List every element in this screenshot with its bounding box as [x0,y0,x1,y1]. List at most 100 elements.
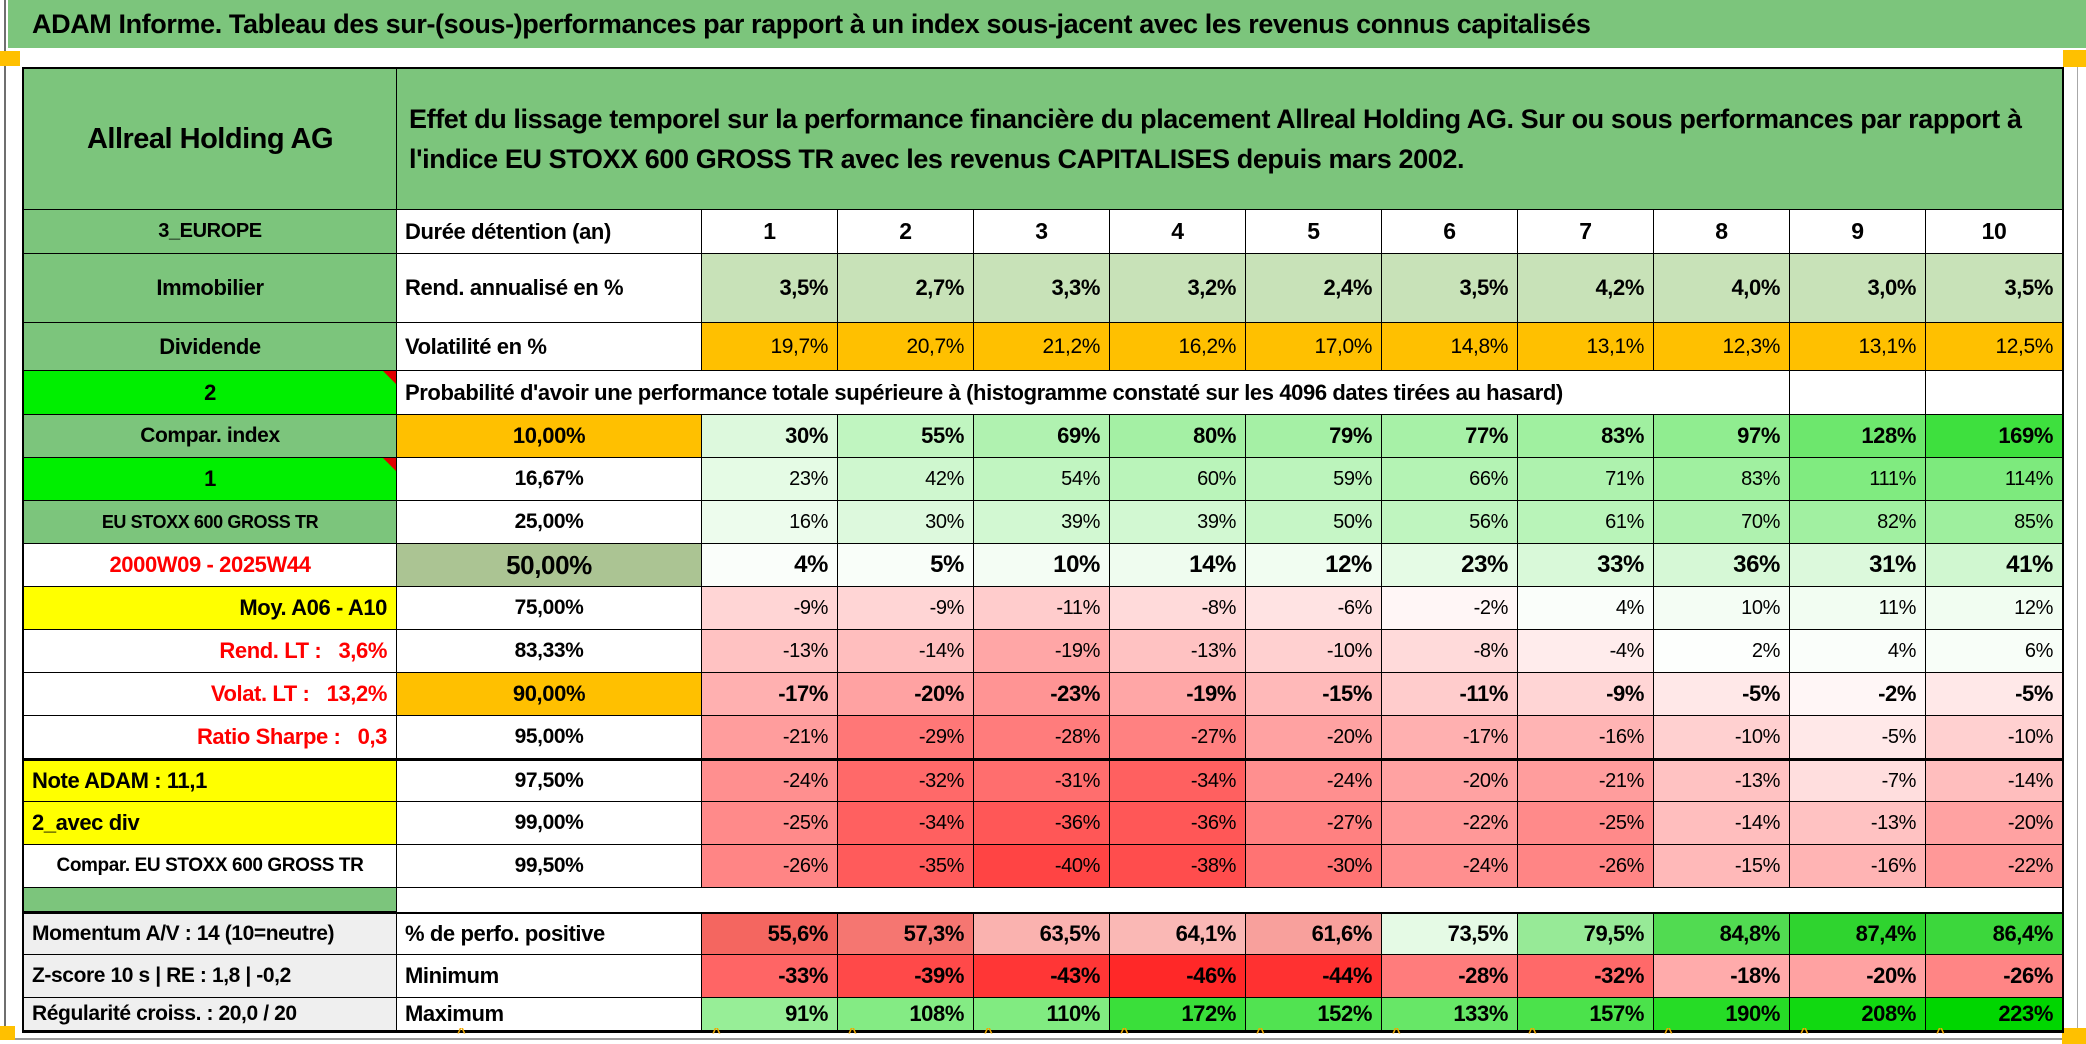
row-duree-detention-value-4: 4 [1110,210,1246,254]
row-prob-50-header-label: 50,00% [506,549,592,580]
row-prob-25-value-7: 61% [1518,501,1654,544]
row-rendement-annualise-value-2-label: 2,7% [915,275,964,300]
row-prob-83-value-3-label: -19% [1054,639,1100,662]
row-prob-25-label: EU STOXX 600 GROSS TR [24,501,397,544]
row-prob-75-value-5: -6% [1246,587,1382,630]
row-maximum-header-label: Maximum [405,1001,504,1026]
row-maximum-value-6-label: 133% [1453,1001,1508,1026]
row-prob-10-value-7: 83% [1518,415,1654,458]
row-perfo-positive-value-10-label: 86,4% [1992,921,2054,946]
row-prob-50-label-label: 2000W09 - 2025W44 [109,552,311,577]
row-perfo-positive-value-7: 79,5% [1518,914,1654,955]
row-prob-75-header-label: 75,00% [514,596,584,619]
row-prob-10-value-8-label: 97% [1737,423,1780,448]
row-rendement-annualise-value-5: 2,4% [1246,254,1382,323]
row-maximum-value-8: 190% [1654,998,1790,1031]
row-prob-50-value-5-label: 12% [1325,551,1372,578]
row-probabilite-header-label-label: 2 [204,379,216,405]
row-prob-10-value-4: 80% [1110,415,1246,458]
row-volatilite-label: Dividende [24,323,397,371]
hidden-row-mark: ^ [1528,1028,1537,1037]
row-maximum-value-6: 133% [1382,998,1518,1031]
row-prob-16-value-10-label: 114% [2004,467,2053,490]
row-prob-16-value-1: 23% [702,458,838,501]
row-prob-95-value-6-label: -17% [1462,725,1508,748]
row-prob-75-value-7: 4% [1518,587,1654,630]
comment-marker-icon [383,371,396,384]
row-prob-95-label: Ratio Sharpe : 0,3 [24,716,397,759]
row-volatilite-value-4-label: 16,2% [1178,334,1236,358]
row-prob-99-label: 2_avec div [24,802,397,845]
row-minimum-value-6-label: -28% [1458,963,1508,988]
hidden-row-mark: ^ [848,1028,857,1037]
row-prob-16-header: 16,67% [397,458,702,501]
row-minimum-header: Minimum [397,955,702,998]
row-prob-995-value-10-label: -22% [2007,854,2053,877]
row-perfo-positive-header-label: % de perfo. positive [405,921,605,946]
row-duree-detention-value-8-label: 8 [1715,218,1728,244]
row-perfo-positive-value-10: 86,4% [1926,914,2062,955]
row-prob-995-value-5: -30% [1246,845,1382,888]
row-perfo-positive-value-8: 84,8% [1654,914,1790,955]
row-prob-90-value-7: -9% [1518,673,1654,716]
row-prob-995-value-7: -26% [1518,845,1654,888]
row-prob-50: 2000W09 - 2025W44 50,00% 4% 5% 10% 14% 12% 23% 3… [24,544,2062,587]
row-volatilite: Dividende Volatilité en % 19,7% 20,7% 21,2% 1… [24,323,2062,371]
row-prob-10-value-2: 55% [838,415,974,458]
overflow-row-marks: ^ ^ ^ ^ ^ ^ ^ ^ ^ ^ ^ [0,1028,2086,1042]
row-prob-75-value-4-label: -8% [1201,596,1237,619]
row-perfo-positive-value-1: 55,6% [702,914,838,955]
row-prob-95-value-9-label: -5% [1881,725,1917,748]
row-maximum-value-10: 223% [1926,998,2062,1031]
row-rendement-annualise-value-9-label: 3,0% [1867,275,1916,300]
row-duree-detention-value-7-label: 7 [1579,218,1592,244]
row-duree-detention-value-9: 9 [1790,210,1926,254]
window-frame-left [4,0,6,1040]
row-prob-99: 2_avec div 99,00% -25% -34% -36% -36% -27% -22%… [24,802,2062,845]
row-duree-detention-value-3: 3 [974,210,1110,254]
hidden-row-mark: ^ [1936,1028,1945,1037]
row-prob-995-value-6-label: -24% [1462,854,1508,877]
row-minimum-label-label: Z-score 10 s | RE : 1,8 | -0,2 [32,964,291,987]
row-prob-50-value-4-label: 14% [1189,551,1236,578]
row-minimum-value-7-label: -32% [1594,963,1644,988]
row-prob-25-value-3-label: 39% [1061,510,1100,533]
row-prob-50-value-8: 36% [1654,544,1790,587]
row-duree-detention-value-1-label: 1 [763,218,776,244]
row-volatilite-label-label: Dividende [159,333,261,359]
row-prob-50-value-10-label: 41% [2006,551,2053,578]
row-prob-75-header: 75,00% [397,587,702,630]
row-prob-83-value-9: 4% [1790,630,1926,673]
row-prob-75-value-2-label: -9% [929,596,965,619]
row-prob-95-value-3-label: -28% [1054,725,1100,748]
row-prob-16-value-8: 83% [1654,458,1790,501]
row-prob-99-value-4-label: -36% [1190,811,1236,834]
hidden-row-mark: ^ [457,1028,466,1037]
row-prob-50-value-1: 4% [702,544,838,587]
row-prob-50-value-9-label: 31% [1869,551,1916,578]
row-volatilite-value-10: 12,5% [1926,323,2062,371]
row-prob-975-value-3-label: -31% [1054,769,1100,792]
row-volatilite-value-4: 16,2% [1110,323,1246,371]
row-perfo-positive-value-8-label: 84,8% [1719,921,1781,946]
table-body: 3_EUROPE Durée détention (an) 1 2 3 4 5 6 7 8 9 10 I… [24,210,2062,1031]
row-duree-detention-value-6-label: 6 [1443,218,1456,244]
title-banner: ADAM Informe. Tableau des sur-(sous-)per… [8,0,2086,48]
row-perfo-positive-value-9: 87,4% [1790,914,1926,955]
row-prob-83-value-9-label: 4% [1887,639,1917,662]
row-prob-90-value-1: -17% [702,673,838,716]
corner-marker-bottom-left [0,1026,15,1040]
row-prob-995: Compar. EU STOXX 600 GROSS TR 99,50% -26% -… [24,845,2062,888]
row-prob-50-value-10: 41% [1926,544,2062,587]
row-maximum-value-2: 108% [838,998,974,1031]
row-prob-90-label-label: Volat. LT : 13,2% [210,681,388,706]
row-prob-99-value-1-label: -25% [782,811,828,834]
row-duree-detention-value-2-label: 2 [899,218,912,244]
row-prob-10-header-label: 10,00% [512,423,586,448]
row-minimum-value-8-label: -18% [1730,963,1780,988]
row-rendement-annualise-value-1: 3,5% [702,254,838,323]
row-prob-75-value-4: -8% [1110,587,1246,630]
row-prob-25-value-6-label: 56% [1469,510,1508,533]
row-prob-90-value-8-label: -5% [1742,681,1780,706]
row-prob-995-header: 99,50% [397,845,702,888]
